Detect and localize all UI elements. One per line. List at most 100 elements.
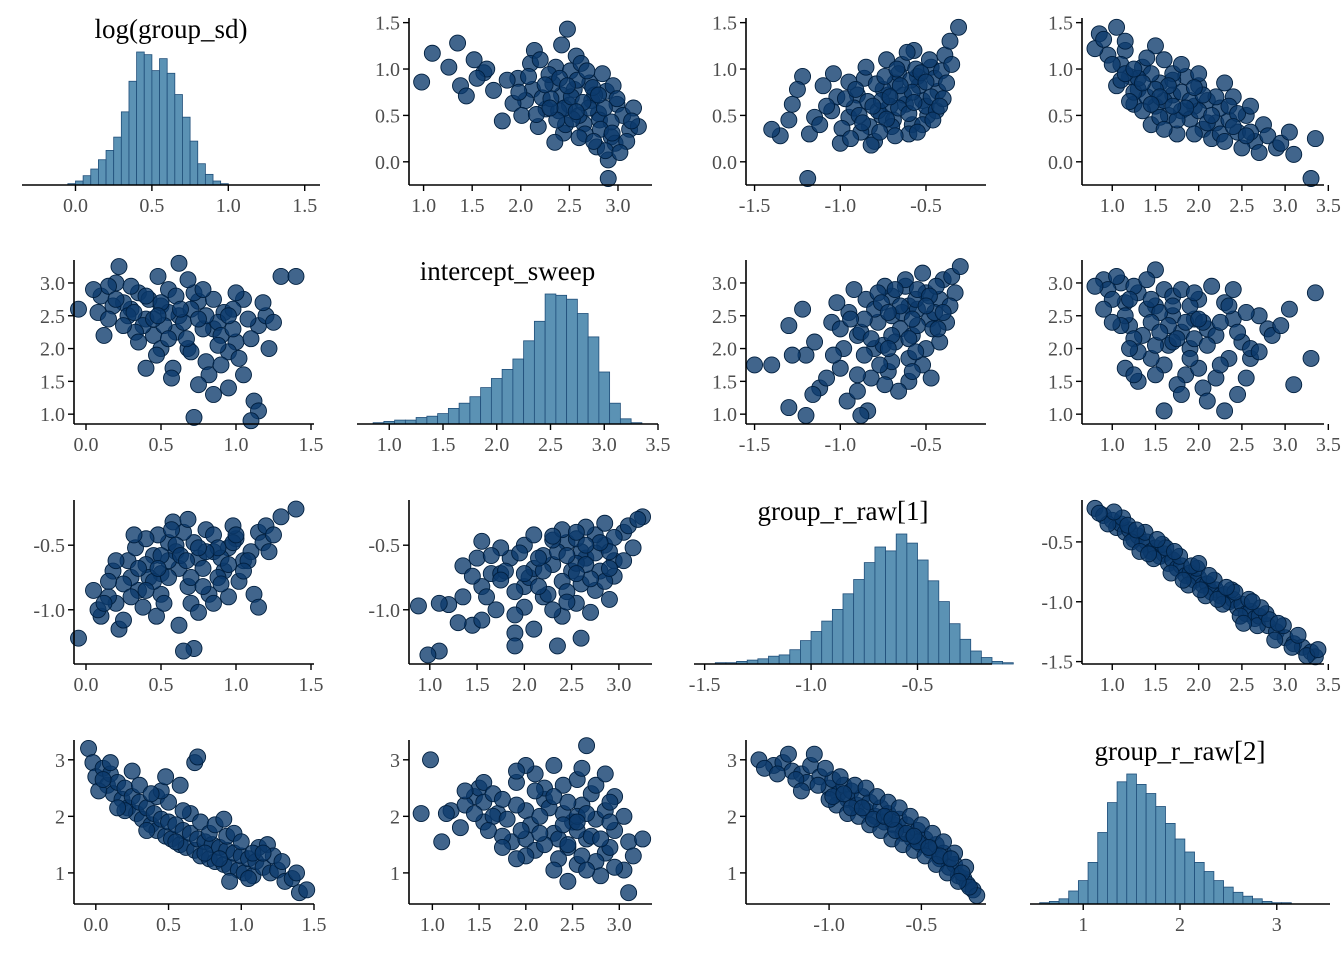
x-tick-label: -1.0 (824, 195, 856, 217)
scatter-point (1185, 284, 1203, 302)
histogram-bar (105, 150, 115, 186)
scatter-point (857, 58, 875, 76)
x-tick-label: 2.5 (560, 914, 585, 936)
scatter-point (200, 366, 218, 384)
x-tick-label: 3.0 (607, 914, 632, 936)
scatter-point (170, 616, 188, 634)
scatter-point (194, 578, 212, 595)
scatter-point (511, 544, 529, 562)
x-tick-label: 1 (1078, 914, 1088, 936)
scatter-point (478, 588, 495, 606)
scatter-point (601, 813, 619, 831)
x-tick-label: 1.5 (299, 674, 324, 696)
scatter-point (818, 97, 836, 115)
histogram-bar (136, 51, 145, 186)
histogram-bar (853, 579, 865, 665)
scatter-point (190, 310, 207, 328)
histogram-bar (512, 358, 525, 425)
scatter-point (835, 785, 853, 803)
scatter-point (130, 333, 147, 351)
scatter-point (209, 336, 227, 354)
histogram-bar (576, 313, 589, 425)
y-tick-label: 3 (390, 750, 400, 772)
scatter-point (227, 526, 245, 544)
x-tick-label: 1.0 (377, 434, 402, 456)
histogram-bar (587, 336, 600, 425)
scatter-point (924, 111, 942, 129)
scatter-point (942, 850, 960, 868)
y-tick-label: 1.5 (375, 13, 400, 35)
scatter-point (554, 816, 572, 834)
scatter-point (80, 740, 97, 757)
scatter-point (1138, 49, 1156, 67)
y-tick-label: 2 (55, 806, 65, 828)
scatter-point (558, 20, 576, 38)
scatter-point (1211, 313, 1229, 331)
scatter-point (1237, 304, 1255, 321)
scatter-point (824, 65, 842, 83)
scatter-point (544, 601, 562, 619)
x-tick-label: 1.0 (224, 674, 249, 696)
histogram-bar (189, 140, 199, 186)
scatter-point (920, 838, 938, 856)
histogram-bar (1116, 781, 1128, 905)
x-tick-label: -1.0 (824, 434, 856, 456)
scatter-point (123, 762, 141, 780)
scatter-point (1108, 267, 1126, 285)
scatter-point (242, 330, 260, 348)
scatter-point (780, 317, 798, 335)
x-tick-label: 1.0 (1100, 195, 1125, 217)
scatter-point (862, 330, 880, 348)
scatter-point (1191, 581, 1209, 599)
histogram-bar (874, 546, 886, 665)
scatter-point (816, 759, 834, 777)
x-tick-label: -1.5 (689, 674, 721, 696)
scatter-point (544, 527, 562, 545)
scatter-point (115, 611, 132, 629)
x-tick-label: 3.5 (1316, 434, 1341, 456)
scatter-point (1125, 60, 1143, 78)
scatter-point (212, 356, 230, 374)
y-tick-label: 0.5 (1048, 105, 1073, 127)
scatter-point (914, 264, 932, 282)
scatter-point (783, 346, 801, 364)
scatter-point (949, 872, 967, 890)
scatter-point (908, 123, 926, 141)
y-tick-label: 0.0 (712, 152, 737, 174)
histogram-bar (970, 650, 982, 665)
y-tick-label: -0.5 (368, 535, 400, 557)
scatter-point (1216, 132, 1234, 150)
scatter-point (1266, 631, 1284, 649)
x-tick-label: 2.5 (557, 195, 582, 217)
scatter-point (1203, 106, 1221, 124)
histogram-bar (831, 609, 844, 665)
x-tick-label: -0.5 (902, 674, 934, 696)
scatter-point (456, 782, 474, 800)
scatter-point (1272, 317, 1290, 335)
scatter-point (572, 629, 590, 647)
scatter-point (845, 281, 863, 298)
scatter-point (493, 112, 511, 130)
scatter-point (559, 872, 577, 890)
panel-title: group_r_raw[1] (758, 496, 929, 526)
scatter-point (479, 822, 497, 839)
scatter-point (1250, 144, 1268, 161)
histogram-bar (204, 173, 214, 186)
scatter-point (148, 607, 165, 625)
scatter-point (578, 737, 596, 755)
scatter-point (855, 346, 873, 364)
histogram-bar (895, 533, 908, 665)
scatter-point (410, 597, 427, 615)
scatter-point (457, 87, 475, 105)
scatter-point (485, 81, 503, 99)
scatter-point (1269, 614, 1287, 632)
scatter-point (513, 106, 531, 124)
scatter-point (122, 277, 140, 295)
scatter-point (465, 51, 483, 69)
histogram-bar (1203, 871, 1215, 905)
histogram-bar (1136, 784, 1147, 905)
scatter-point (178, 330, 195, 348)
scatter-point (818, 369, 836, 387)
scatter-point (900, 330, 918, 348)
scatter-point (1272, 134, 1290, 152)
